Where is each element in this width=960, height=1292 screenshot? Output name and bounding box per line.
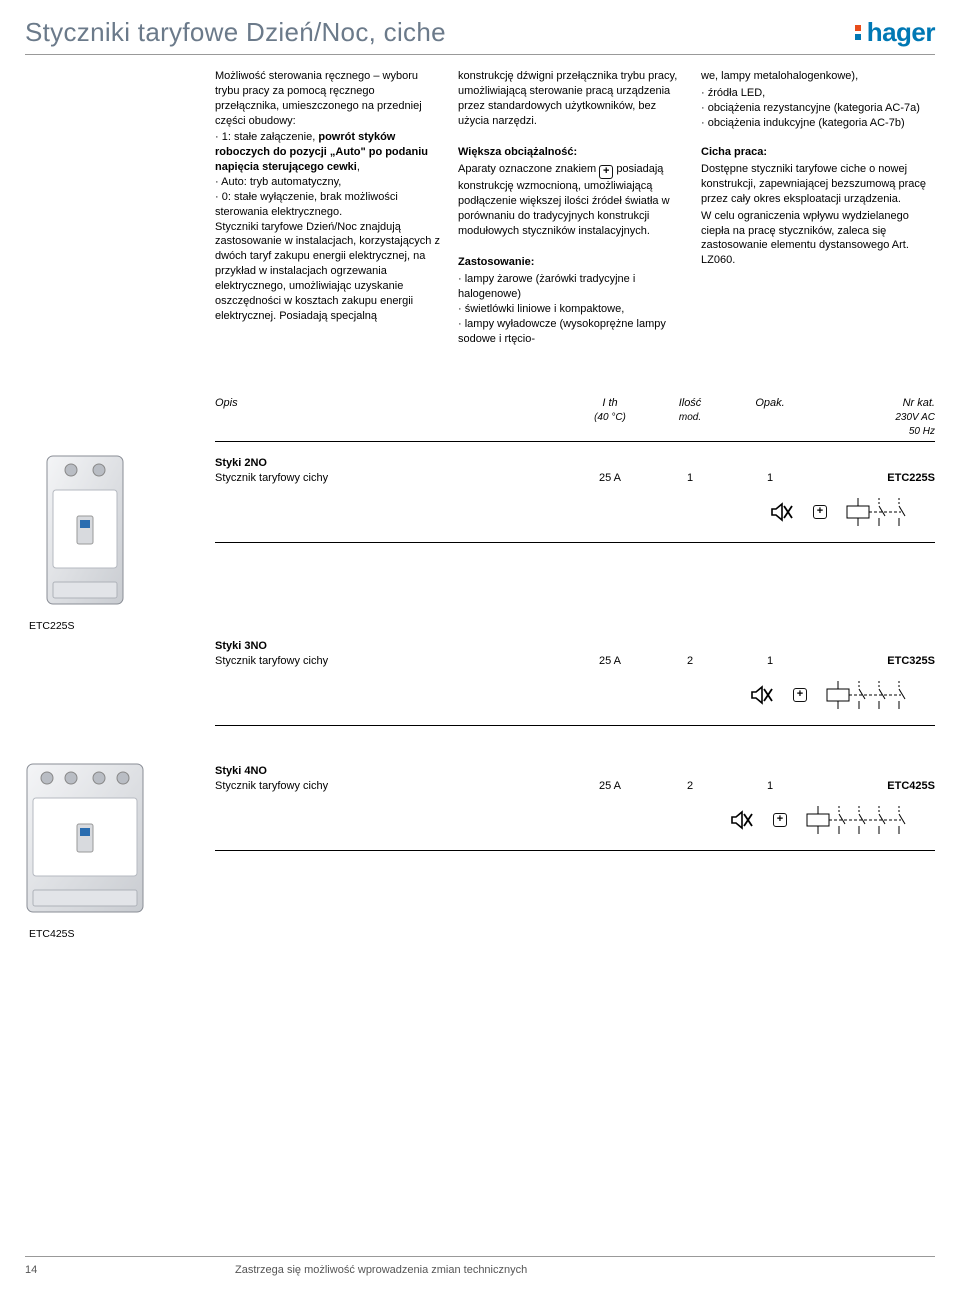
col3-p2: W celu ograniczenia wpływu wydzielanego … xyxy=(701,209,926,268)
th-opak: Opak. xyxy=(755,397,784,409)
contact-schematic-icon xyxy=(825,679,925,711)
table-row: Stycznik taryfowy cichy 25 A 2 1 ETC325S xyxy=(215,654,935,669)
cell-mod: 2 xyxy=(655,654,725,669)
col3-li1: źródła LED, xyxy=(701,86,926,101)
logo-text: hager xyxy=(867,15,935,50)
col2-li3: lampy wyładowcze (wysokoprężne lampy sod… xyxy=(458,317,683,347)
col3-li2: obciążenia rezystancyjne (kategoria AC-7… xyxy=(701,101,926,116)
cell-desc: Stycznik taryfowy cichy xyxy=(215,471,565,486)
col2-p2a: Aparaty oznaczone znakiem xyxy=(458,163,599,175)
cell-opak: 1 xyxy=(725,471,815,486)
col1-li2: Auto: tryb automatyczny, xyxy=(215,175,440,190)
col1-p2: Styczniki taryfowe Dzień/Noc znajdują za… xyxy=(215,220,440,324)
col2-p1: konstrukcję dźwigni przełącznika trybu p… xyxy=(458,69,683,128)
col1-b1-pre: 1: stałe załączenie, xyxy=(222,131,319,143)
brand-logo: hager xyxy=(855,15,935,50)
symbol-row: + xyxy=(215,679,935,711)
cell-mod: 2 xyxy=(655,779,725,794)
th-ilosc: Ilość xyxy=(679,397,702,409)
col2-p2: Aparaty oznaczone znakiem + posiadają ko… xyxy=(458,162,683,238)
logo-dot-red xyxy=(855,25,861,31)
cell-ith: 25 A xyxy=(565,654,655,669)
logo-dot-blue xyxy=(855,34,861,40)
col1-b1-post: , xyxy=(357,161,360,173)
th-kat-sub2: 50 Hz xyxy=(815,425,935,439)
silent-icon xyxy=(729,809,755,831)
table-row: Stycznik taryfowy cichy 25 A 2 1 ETC425S xyxy=(215,779,935,794)
section-title: Styki 3NO xyxy=(215,639,935,654)
product-section: Styki 2NO Stycznik taryfowy cichy 25 A 1… xyxy=(215,456,935,543)
plus-icon: + xyxy=(793,688,807,702)
device-caption: ETC425S xyxy=(29,927,215,941)
cell-kat: ETC325S xyxy=(815,654,935,669)
product-section: Styki 4NO Stycznik taryfowy cichy 25 A 2… xyxy=(215,764,935,851)
section-title: Styki 2NO xyxy=(215,456,935,471)
device-caption: ETC225S xyxy=(29,619,215,633)
th-kat-sub1: 230V AC xyxy=(815,411,935,425)
product-section: Styki 3NO Stycznik taryfowy cichy 25 A 2… xyxy=(215,639,935,726)
silent-icon xyxy=(749,684,775,706)
col2-h2: Zastosowanie: xyxy=(458,256,534,268)
symbol-row: + xyxy=(215,496,935,528)
cell-desc: Stycznik taryfowy cichy xyxy=(215,654,565,669)
cell-opak: 1 xyxy=(725,779,815,794)
th-kat: Nr kat. xyxy=(903,397,935,409)
contact-schematic-icon xyxy=(845,496,925,528)
cell-mod: 1 xyxy=(655,471,725,486)
intro-col-3: we, lampy metalohalogenkowe), źródła LED… xyxy=(701,69,926,346)
col3-h1: Cicha praca: xyxy=(701,146,767,158)
th-opis: Opis xyxy=(215,396,565,438)
plus-icon: + xyxy=(773,813,787,827)
col3-p0: we, lampy metalohalogenkowe), xyxy=(701,69,926,84)
footer-text: Zastrzega się możliwość wprowadzenia zmi… xyxy=(55,1263,935,1278)
plus-icon: + xyxy=(813,505,827,519)
intro-col-1: Możliwość sterowania ręcznego – wyboru t… xyxy=(215,69,440,346)
plus-icon: + xyxy=(599,165,613,179)
cell-kat: ETC225S xyxy=(815,471,935,486)
col3-p1: Dostępne styczniki taryfowe ciche o nowe… xyxy=(701,162,926,207)
cell-kat: ETC425S xyxy=(815,779,935,794)
col1-li3: 0: stałe wyłączenie, brak możliwości ste… xyxy=(215,190,440,220)
col1-li1: 1: stałe załączenie, powrót styków roboc… xyxy=(215,130,440,175)
col2-li2: świetlówki liniowe i kompaktowe, xyxy=(458,302,683,317)
cell-desc: Stycznik taryfowy cichy xyxy=(215,779,565,794)
contact-schematic-icon xyxy=(805,804,925,836)
page-title: Styczniki taryfowe Dzień/Noc, ciche xyxy=(25,15,446,50)
table-header: Opis I th (40 °C) Ilość mod. Opak. Nr ka… xyxy=(215,396,935,442)
col2-h1: Większa obciążalność: xyxy=(458,146,577,158)
col2-li1: lampy żarowe (żarówki tradycyjne i halog… xyxy=(458,272,683,302)
cell-opak: 1 xyxy=(725,654,815,669)
symbol-row: + xyxy=(215,804,935,836)
intro-col-2: konstrukcję dźwigni przełącznika trybu p… xyxy=(458,69,683,346)
cell-ith: 25 A xyxy=(565,471,655,486)
cell-ith: 25 A xyxy=(565,779,655,794)
col1-p1: Możliwość sterowania ręcznego – wyboru t… xyxy=(215,69,440,128)
table-row: Stycznik taryfowy cichy 25 A 1 1 ETC225S xyxy=(215,471,935,486)
page-number: 14 xyxy=(25,1263,55,1278)
page-footer: 14 Zastrzega się możliwość wprowadzenia … xyxy=(25,1256,935,1278)
device-image xyxy=(25,450,145,610)
device-image xyxy=(25,758,145,918)
th-ith-sub: (40 °C) xyxy=(565,411,655,425)
silent-icon xyxy=(769,501,795,523)
th-ilosc-sub: mod. xyxy=(655,411,725,425)
col3-li3: obciążenia indukcyjne (kategoria AC-7b) xyxy=(701,116,926,131)
th-ith: I th xyxy=(602,397,617,409)
section-title: Styki 4NO xyxy=(215,764,935,779)
